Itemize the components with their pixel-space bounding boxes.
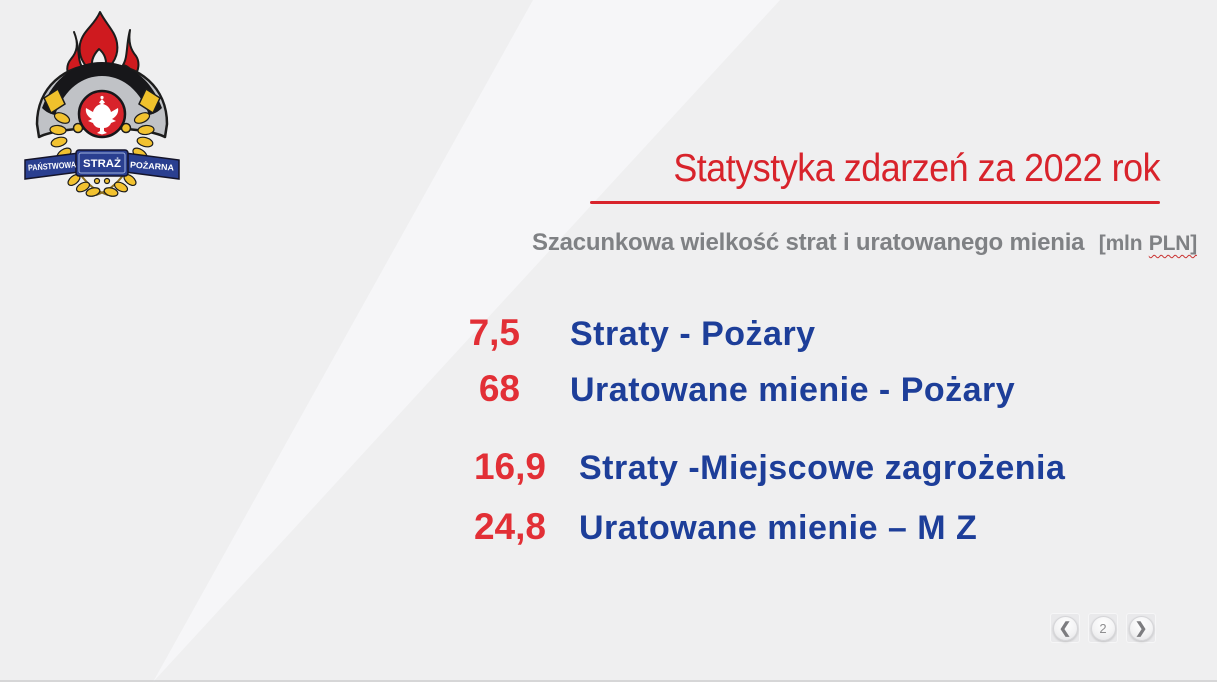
- psp-fire-service-logo-icon: PAŃSTWOWA STRAŻ POŻARNA: [24, 11, 180, 197]
- subtitle-unit-spellcheck: PLN]: [1148, 232, 1197, 255]
- next-slide-tile: ❯: [1126, 613, 1156, 643]
- page-indicator-tile: 2: [1088, 613, 1118, 643]
- chevron-right-icon: ❯: [1134, 619, 1148, 637]
- stat-row-straty-mz: 16,9 Straty -Miejscowe zagrożenia: [410, 446, 1065, 488]
- stat-value: 7,5: [468, 312, 520, 353]
- stat-value: 68: [478, 368, 520, 409]
- banner-text-left: PAŃSTWOWA: [28, 159, 77, 172]
- banner-text-center: STRAŻ: [83, 157, 121, 170]
- subtitle-unit-prefix: [mln: [1098, 232, 1143, 255]
- stat-row-uratowane-pozary: 68 Uratowane mienie - Pożary: [410, 368, 1015, 410]
- stat-label: Straty - Pożary: [570, 315, 816, 353]
- stat-label: Uratowane mienie – M Z: [579, 509, 978, 547]
- bottom-sprigs-icon: [67, 173, 137, 197]
- stat-row-straty-pozary: 7,5 Straty - Pożary: [410, 312, 816, 354]
- subtitle-text: Szacunkowa wielkość strat i uratowanego …: [532, 229, 1085, 256]
- page-indicator: 2: [1090, 615, 1116, 641]
- stat-label: Straty -Miejscowe zagrożenia: [579, 449, 1066, 487]
- prev-slide-button[interactable]: ❮: [1052, 615, 1078, 641]
- prev-slide-tile: ❮: [1050, 613, 1080, 643]
- banner-text-right: POŻARNA: [130, 159, 175, 172]
- stat-value: 24,8: [473, 506, 546, 547]
- chevron-left-icon: ❮: [1058, 619, 1072, 637]
- title-underline: [590, 201, 1160, 204]
- slide-subtitle: Szacunkowa wielkość strat i uratowanego …: [532, 229, 1197, 257]
- eagle-emblem-icon: [77, 89, 127, 139]
- page-number: 2: [1099, 620, 1107, 636]
- slide-navigation: ❮ 2 ❯: [1050, 613, 1156, 643]
- next-slide-button[interactable]: ❯: [1128, 615, 1154, 641]
- stat-value: 16,9: [473, 446, 546, 487]
- slide-title: Statystyka zdarzeń za 2022 rok: [673, 147, 1160, 190]
- stat-row-uratowane-mz: 24,8 Uratowane mienie – M Z: [410, 506, 977, 548]
- stat-label: Uratowane mienie - Pożary: [570, 371, 1016, 409]
- banner-ribbon: [24, 149, 180, 180]
